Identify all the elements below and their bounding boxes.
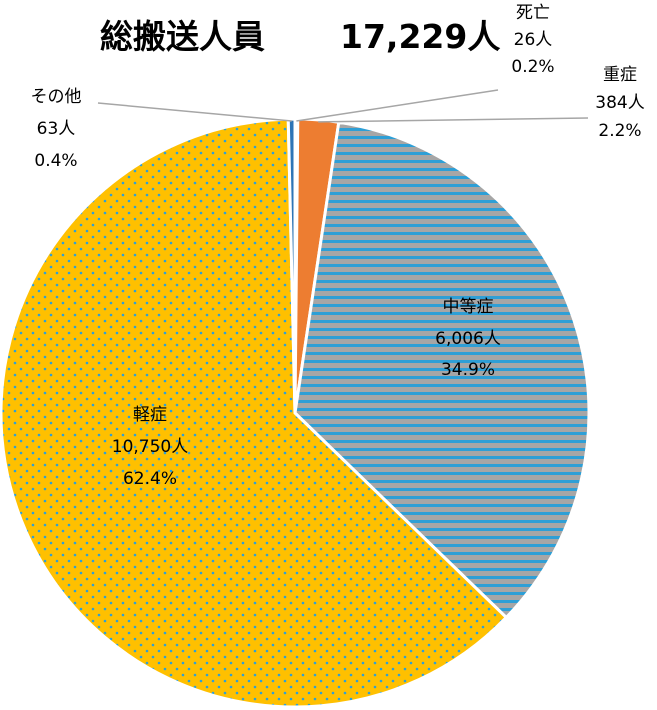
slice-keisho — [0, 117, 509, 709]
label-jusho: 重症 384人 2.2% — [595, 65, 644, 141]
label-keisho: 軽症 10,750人 62.4% — [112, 405, 188, 489]
slice-name-keisho: 軽症 — [133, 405, 167, 425]
slice-percent-shibou: 0.2% — [511, 57, 554, 77]
slice-name-sonota: その他 — [31, 87, 82, 107]
slice-percent-jusho: 2.2% — [598, 121, 641, 141]
label-chutosho: 中等症 6,006人 34.9% — [435, 297, 501, 380]
leader-line-jusho — [318, 117, 589, 123]
slice-percent-sonota: 0.4% — [34, 151, 77, 171]
slice-name-chutosho: 中等症 — [443, 297, 494, 317]
slice-name-jusho: 重症 — [603, 65, 637, 85]
slice-count-chutosho: 6,006人 — [435, 329, 501, 349]
leader-line-sonota — [97, 102, 292, 122]
slice-sonota — [286, 117, 297, 414]
slice-count-sonota: 63人 — [37, 119, 76, 139]
chart-total: 17,229人 — [340, 17, 500, 56]
label-sonota: その他 63人 0.4% — [31, 87, 82, 171]
slice-count-shibou: 26人 — [514, 30, 553, 50]
leader-line-shibou — [296, 89, 499, 122]
leader-lines — [97, 89, 589, 123]
slice-count-jusho: 384人 — [595, 93, 644, 113]
slice-count-keisho: 10,750人 — [112, 437, 188, 457]
slice-percent-chutosho: 34.9% — [441, 360, 495, 380]
pie-slices — [0, 117, 591, 709]
chart-title: 総搬送人員 — [100, 17, 265, 56]
slice-name-shibou: 死亡 — [516, 3, 550, 23]
label-shibou: 死亡 26人 0.2% — [511, 3, 554, 77]
slice-percent-keisho: 62.4% — [123, 469, 177, 489]
slice-chutosho — [293, 120, 591, 620]
